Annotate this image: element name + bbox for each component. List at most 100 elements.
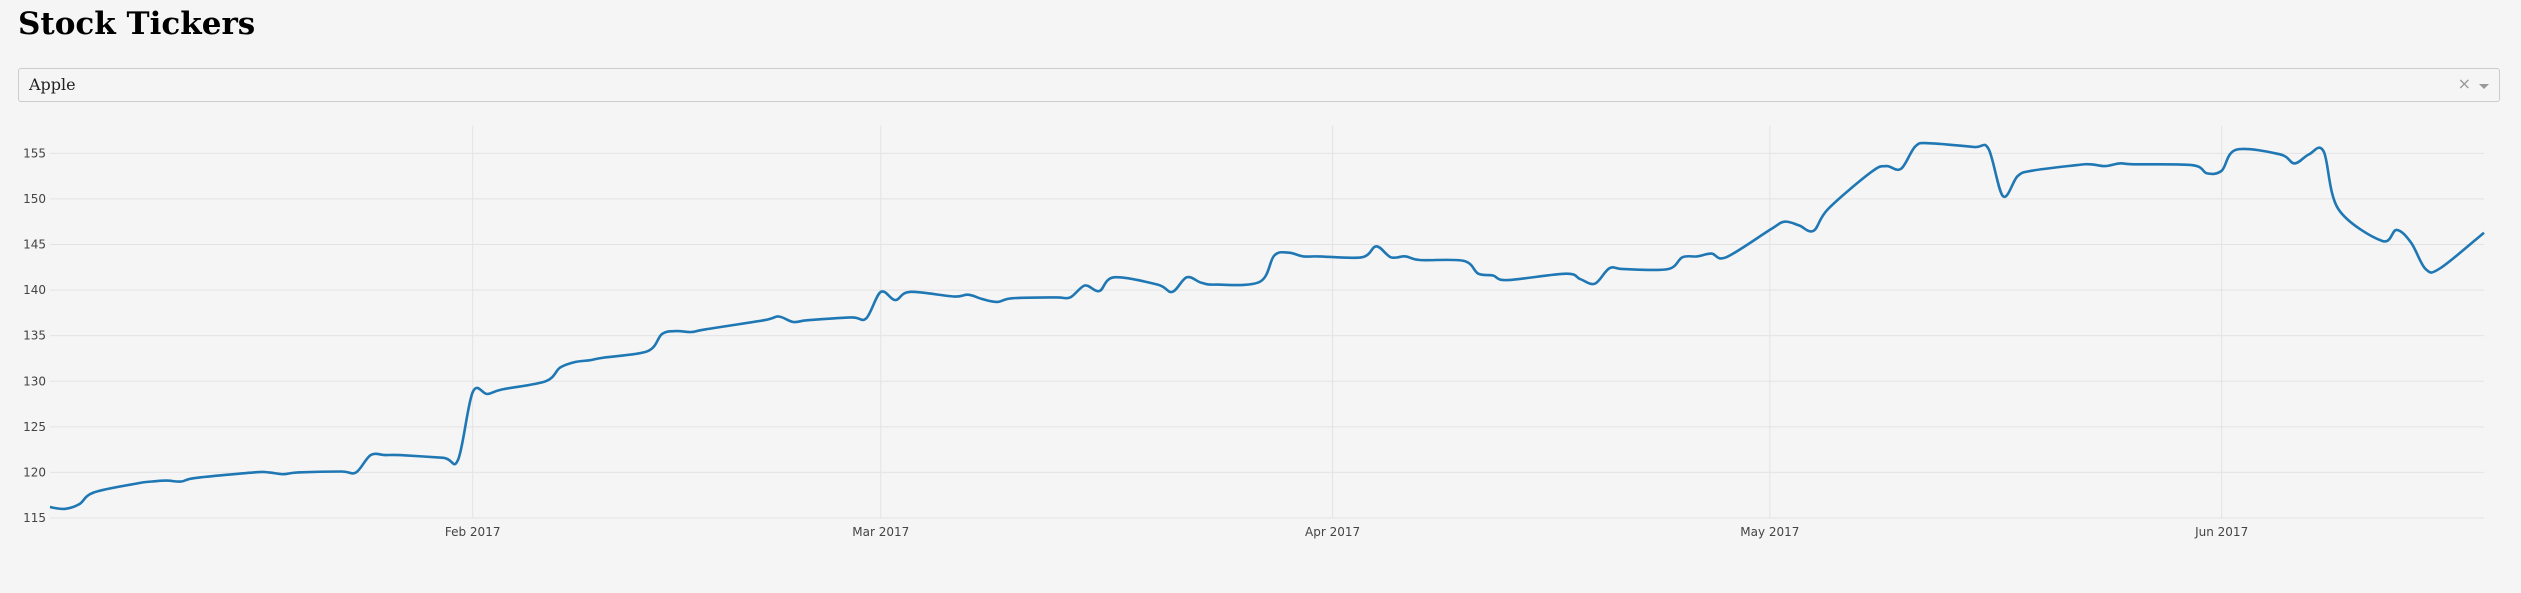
data-point	[1213, 282, 1219, 288]
data-point	[1898, 166, 1904, 172]
data-point	[397, 452, 403, 458]
data-point	[455, 457, 461, 463]
data-point	[164, 478, 170, 484]
data-point	[1155, 282, 1161, 288]
data-point	[193, 475, 199, 481]
data-point	[1971, 144, 1977, 150]
data-point	[1563, 271, 1569, 277]
data-point	[572, 359, 578, 365]
x-tick-label: Apr 2017	[1305, 525, 1360, 539]
series-line	[49, 141, 2485, 511]
data-point	[1986, 146, 1992, 152]
stock-price-chart: 115 120 125 130 135 140 145 150 155 Feb 2017 Mar …	[23, 126, 2487, 539]
data-point	[1009, 295, 1015, 301]
chevron-down-icon[interactable]	[2479, 84, 2489, 89]
data-point	[1300, 253, 1306, 259]
data-point	[484, 391, 490, 397]
data-point	[2029, 168, 2035, 174]
data-point	[586, 357, 592, 363]
data-point	[2481, 230, 2487, 236]
data-point	[951, 294, 957, 300]
data-point	[1577, 276, 1583, 282]
data-point	[470, 389, 476, 395]
data-point	[1781, 219, 1787, 225]
data-point	[601, 355, 607, 361]
data-point	[1053, 294, 1059, 300]
data-point	[1927, 140, 1933, 146]
series-layer	[47, 140, 2487, 511]
data-point	[2233, 147, 2239, 153]
y-tick-label: 135	[23, 329, 46, 343]
data-point	[994, 299, 1000, 305]
data-point	[1592, 281, 1598, 287]
y-axis: 115 120 125 130 135 140 145 150 155	[23, 146, 46, 525]
x-axis: Feb 2017 Mar 2017 Apr 2017 May 2017 Jun 2017	[445, 525, 2248, 539]
data-point	[892, 297, 898, 303]
data-point	[703, 326, 709, 332]
data-point	[1373, 243, 1379, 249]
y-tick-label: 120	[23, 465, 46, 479]
data-point	[1111, 274, 1117, 280]
data-point	[2088, 161, 2094, 167]
y-tick-label: 130	[23, 374, 46, 388]
x-tick-label: Jun 2017	[2194, 525, 2248, 539]
y-tick-label: 155	[23, 146, 46, 160]
data-point	[1286, 250, 1292, 256]
data-point	[2437, 265, 2443, 271]
dropdown-selected-value: Apple	[29, 75, 76, 94]
y-tick-label: 150	[23, 192, 46, 206]
data-point	[878, 289, 884, 295]
data-point	[2408, 240, 2414, 246]
data-point	[1198, 280, 1204, 286]
data-point	[1257, 279, 1263, 285]
data-point	[2204, 170, 2210, 176]
data-point	[2423, 266, 2429, 272]
data-point	[2117, 160, 2123, 166]
data-point	[1475, 271, 1481, 277]
data-point	[499, 387, 505, 393]
data-point	[1913, 143, 1919, 149]
data-point	[790, 319, 796, 325]
data-point	[1096, 288, 1102, 294]
data-point	[1461, 258, 1467, 264]
data-point	[2102, 163, 2108, 169]
data-point	[2379, 238, 2385, 244]
data-point	[1694, 253, 1700, 259]
data-point	[295, 469, 301, 475]
data-point	[2321, 149, 2327, 155]
data-point	[266, 469, 272, 475]
data-point	[1621, 266, 1627, 272]
data-point	[134, 480, 140, 486]
data-point	[91, 490, 97, 496]
data-point	[441, 455, 447, 461]
data-point	[557, 365, 563, 371]
x-tick-label: May 2017	[1740, 525, 1799, 539]
data-point	[965, 292, 971, 298]
data-point	[543, 378, 549, 384]
data-point	[2015, 173, 2021, 179]
y-tick-label: 115	[23, 511, 46, 525]
data-point	[1490, 273, 1496, 279]
data-point	[645, 348, 651, 354]
data-point	[761, 317, 767, 323]
data-point	[280, 471, 286, 477]
data-point	[1184, 274, 1190, 280]
data-point	[1767, 227, 1773, 233]
data-point	[1811, 228, 1817, 234]
data-point	[1607, 265, 1613, 271]
data-point	[674, 328, 680, 334]
data-point	[805, 317, 811, 323]
data-point	[2335, 206, 2341, 212]
data-point	[149, 479, 155, 485]
data-point	[251, 469, 257, 475]
data-point	[368, 452, 374, 458]
data-point	[907, 289, 913, 295]
data-point	[863, 315, 869, 321]
data-point	[2131, 161, 2137, 167]
ticker-dropdown[interactable]: Apple ×	[18, 68, 2500, 102]
data-point	[47, 504, 53, 510]
clear-icon[interactable]: ×	[2457, 74, 2471, 93]
data-point	[2190, 162, 2196, 168]
grid-layer	[50, 126, 2484, 519]
data-point	[1169, 289, 1175, 295]
